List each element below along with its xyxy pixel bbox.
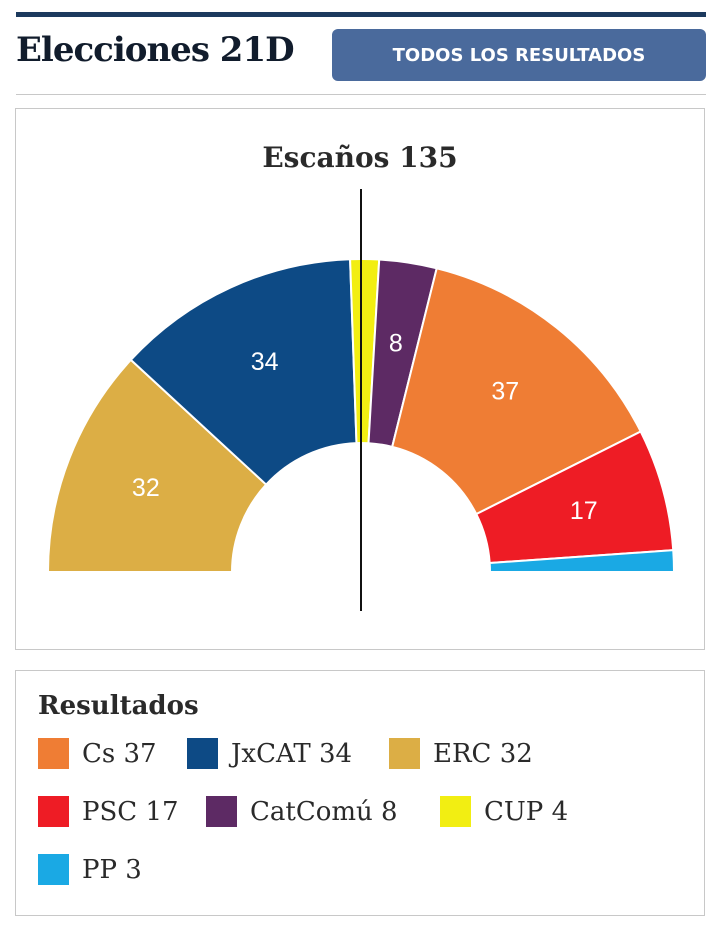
- header-top-rule: [16, 12, 706, 17]
- legend-swatch: [206, 796, 237, 827]
- seat-segment-jxcat: [129, 258, 358, 486]
- legend-label: PSC 17: [82, 796, 179, 827]
- legend-label: JxCAT 34: [231, 738, 353, 769]
- legend-label: CatComú 8: [250, 796, 398, 827]
- legend-item-catcomu: CatComú 8: [206, 796, 398, 827]
- legend-item-pp: PP 3: [38, 854, 142, 885]
- seat-label-erc: 32: [132, 474, 160, 502]
- legend-swatch: [187, 738, 218, 769]
- legend-swatch: [38, 854, 69, 885]
- legend-title: Resultados: [38, 691, 199, 721]
- seat-label-psc: 17: [570, 497, 598, 525]
- legend-swatch: [38, 738, 69, 769]
- seat-label-jxcat: 34: [251, 348, 279, 376]
- seat-segment-pp: [488, 549, 676, 573]
- chart-title: Escaños 135: [262, 141, 458, 174]
- seat-segment-erc: [46, 358, 268, 573]
- legend-item-psc: PSC 17: [38, 796, 179, 827]
- legend-panel: Resultados Cs 37 JxCAT 34 ERC 32 PSC 17 …: [15, 670, 705, 916]
- legend-swatch: [38, 796, 69, 827]
- all-results-button[interactable]: TODOS LOS RESULTADOS: [332, 29, 706, 81]
- legend-swatch: [440, 796, 471, 827]
- header-divider: [16, 94, 706, 95]
- legend-label: CUP 4: [484, 796, 569, 827]
- legend-swatch: [389, 738, 420, 769]
- legend-label: Cs 37: [82, 738, 157, 769]
- hemicycle-chart: 32 34 8 37 17: [46, 189, 676, 611]
- legend-item-jxcat: JxCAT 34: [187, 738, 352, 769]
- seat-segment-cs: [390, 267, 643, 516]
- seats-chart-panel: Escaños 135 32 34 8 37 17: [15, 108, 705, 650]
- legend-item-erc: ERC 32: [389, 738, 533, 769]
- seat-label-catcomú: 8: [389, 330, 403, 358]
- legend-item-cup: CUP 4: [440, 796, 568, 827]
- legend-item-cs: Cs 37: [38, 738, 157, 769]
- legend-label: PP 3: [82, 854, 142, 885]
- legend-label: ERC 32: [433, 738, 533, 769]
- seat-label-cs: 37: [491, 378, 519, 406]
- page-title: Elecciones 21D: [16, 30, 295, 70]
